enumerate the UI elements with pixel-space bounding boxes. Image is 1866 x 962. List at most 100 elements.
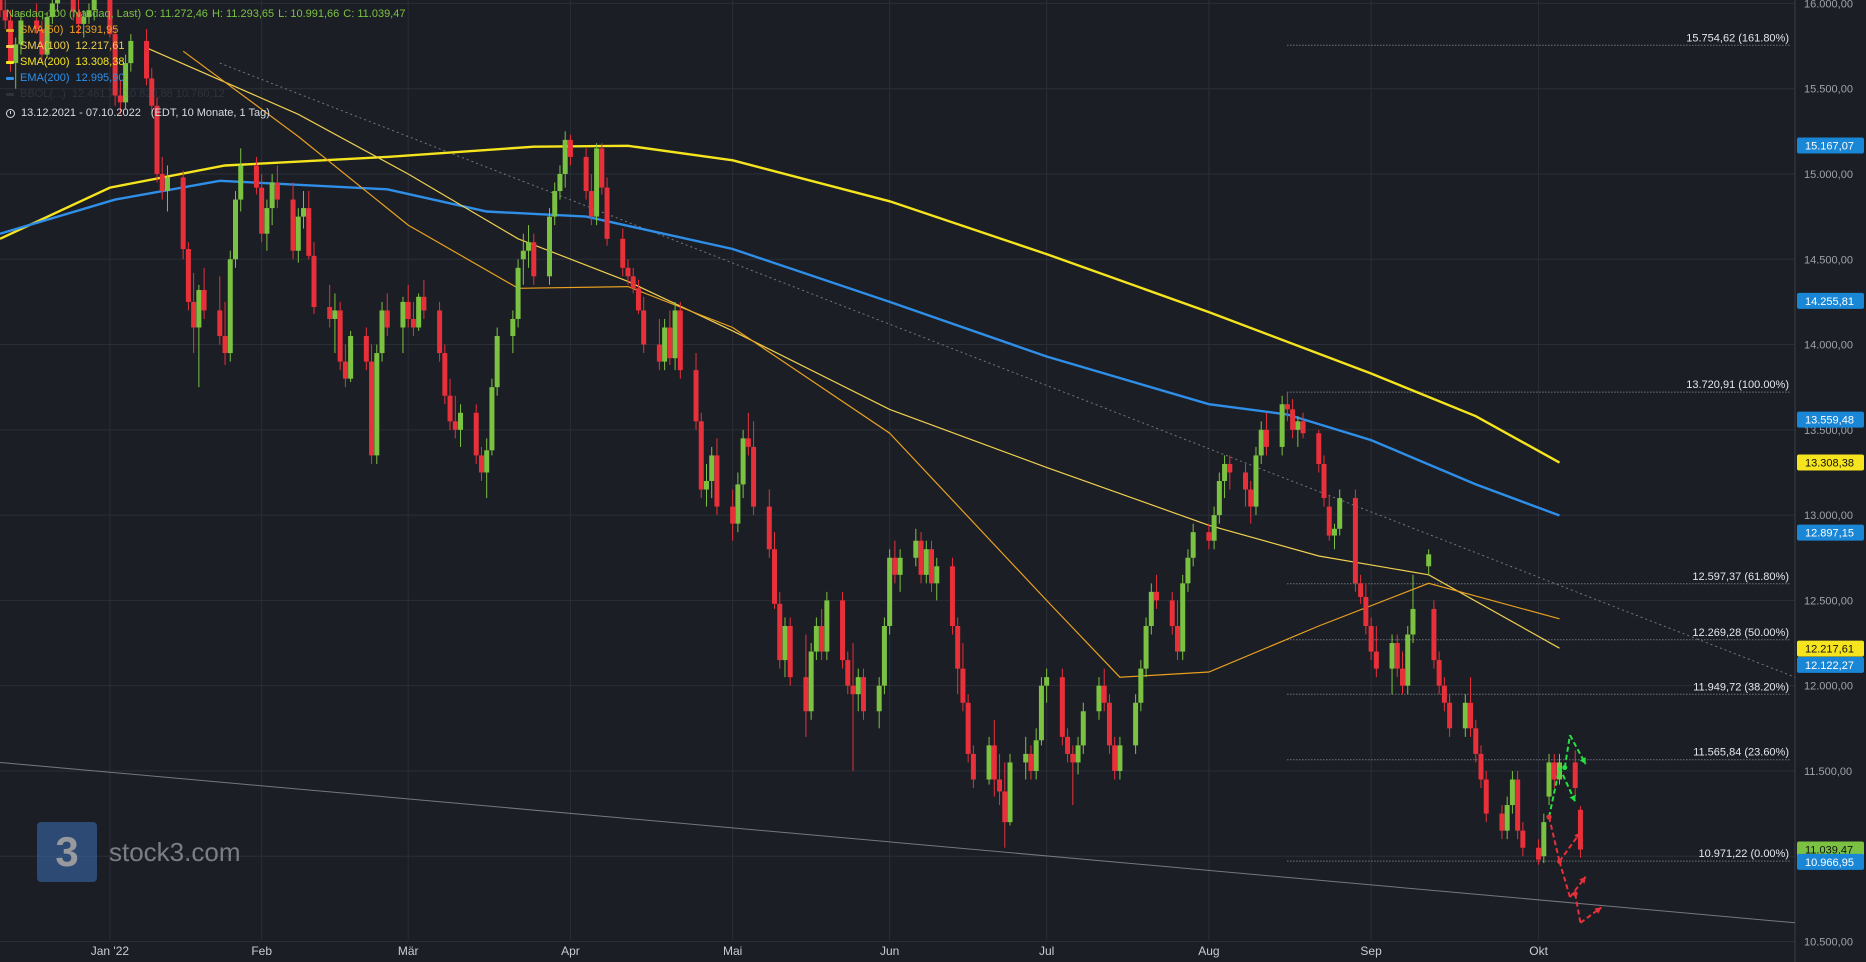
x-tick-label: Feb <box>251 944 272 958</box>
candle-body <box>567 139 573 157</box>
indicator-name: SMA(200) <box>20 56 70 68</box>
candle <box>290 182 296 260</box>
price-badge: 13.308,38 <box>1797 454 1864 471</box>
candle <box>1169 591 1175 635</box>
scenario-arrow-line <box>1563 734 1571 768</box>
candle-body <box>201 289 207 311</box>
candle-body <box>1358 583 1364 597</box>
candle <box>0 0 3 18</box>
candle-body <box>1557 762 1563 780</box>
candle-body <box>1483 779 1489 814</box>
indicator-color-swatch <box>6 44 14 48</box>
candle-body <box>185 249 191 302</box>
candle-body <box>557 173 563 192</box>
candle <box>1373 625 1379 678</box>
candle-body <box>934 566 940 584</box>
candle-body <box>546 216 552 277</box>
candle <box>1321 455 1327 507</box>
y-tick-label: 13.000,00 <box>1804 510 1853 522</box>
candle <box>1551 753 1557 789</box>
candle-body <box>1551 762 1557 780</box>
candle <box>1133 694 1139 754</box>
candle-body <box>1007 762 1013 823</box>
candle <box>1258 421 1264 464</box>
time-range-row[interactable]: 13.12.2021 - 07.10.2022 (EDT, 10 Monate,… <box>6 105 409 121</box>
grid-layer <box>0 0 1795 943</box>
fib-level-label: 12.269,28 (50.00%) <box>1692 627 1789 639</box>
candle-body <box>1431 608 1437 661</box>
candle-body <box>1473 728 1479 754</box>
candle-body <box>1337 498 1343 529</box>
candle-body <box>348 336 354 379</box>
candle <box>1316 429 1322 473</box>
candle <box>1410 574 1416 644</box>
candle <box>1180 574 1186 661</box>
fib-level-label: 13.720,91 (100.00%) <box>1686 379 1789 391</box>
x-tick-label: Mai <box>723 944 742 958</box>
candle-body <box>1363 596 1369 626</box>
candle <box>1431 600 1437 669</box>
candle <box>641 296 647 354</box>
scenario-arrow-line <box>1548 816 1561 862</box>
price-badge: 12.217,61 <box>1797 640 1864 657</box>
candle-body <box>337 310 343 362</box>
candle <box>965 694 971 763</box>
indicator-value: 12.995,90 <box>75 72 125 84</box>
price-badge-bg <box>1797 656 1864 673</box>
candle-body <box>437 310 443 354</box>
candle-body <box>965 702 971 754</box>
candle <box>232 191 238 268</box>
candle-body <box>625 267 631 277</box>
candle <box>259 173 265 243</box>
instrument-name[interactable]: Nasdaq-100 (Nasdaq, Last) <box>6 8 142 20</box>
candle-body <box>1258 429 1264 456</box>
indicator-row[interactable]: SMA(100) 12.217,61 <box>6 38 409 54</box>
candle <box>970 745 976 789</box>
moving-average-line <box>182 50 1560 678</box>
candle <box>635 279 641 314</box>
price-badge-bg <box>1797 853 1864 870</box>
indicator-row[interactable]: SMA(200) 13.308,38 <box>6 54 409 70</box>
chart-legend: Nasdaq-100 (Nasdaq, Last) O: 11.272,46 H… <box>6 6 409 121</box>
moving-average-line <box>146 47 1560 649</box>
candle-body <box>955 625 961 669</box>
candle <box>1572 750 1578 797</box>
indicator-row[interactable]: BBOL(...) 12.461,70 10.820,88 10.760,12 <box>6 86 409 102</box>
candle <box>934 557 940 601</box>
candle-body <box>196 289 202 328</box>
candle-body <box>447 395 453 422</box>
candle-body <box>819 625 825 652</box>
candle <box>1478 745 1484 789</box>
x-tick-label: Mär <box>398 944 419 958</box>
candle <box>1227 455 1233 490</box>
scenario-arrow-line <box>1569 876 1587 898</box>
candle <box>714 438 720 516</box>
candle <box>49 0 55 24</box>
candle-body <box>1499 813 1505 831</box>
candle-body <box>489 387 495 451</box>
candle <box>1279 395 1285 456</box>
candle-body <box>913 540 919 558</box>
indicator-row[interactable]: SMA(50) 12.391,95 <box>6 22 409 38</box>
candle-body <box>1546 762 1552 797</box>
candle <box>264 199 270 251</box>
candle <box>379 301 385 362</box>
candle-body <box>1216 481 1222 516</box>
candle <box>13 37 19 89</box>
indicator-row[interactable]: EMA(200) 12.995,90 <box>6 70 409 86</box>
candle <box>1337 489 1343 536</box>
candle <box>489 378 495 456</box>
candle-body <box>850 685 856 695</box>
candle <box>473 404 479 464</box>
candle-body <box>311 255 317 308</box>
candle <box>107 0 113 38</box>
candle-body <box>1279 404 1285 447</box>
candle <box>1326 494 1332 541</box>
scenario-arrow-line <box>1574 893 1582 923</box>
y-tick-label: 16.000,00 <box>1804 0 1853 10</box>
scenario-arrow-dot <box>1546 814 1552 820</box>
candle-body <box>39 28 45 55</box>
candle-body <box>1117 745 1123 771</box>
candle-body <box>49 3 55 18</box>
